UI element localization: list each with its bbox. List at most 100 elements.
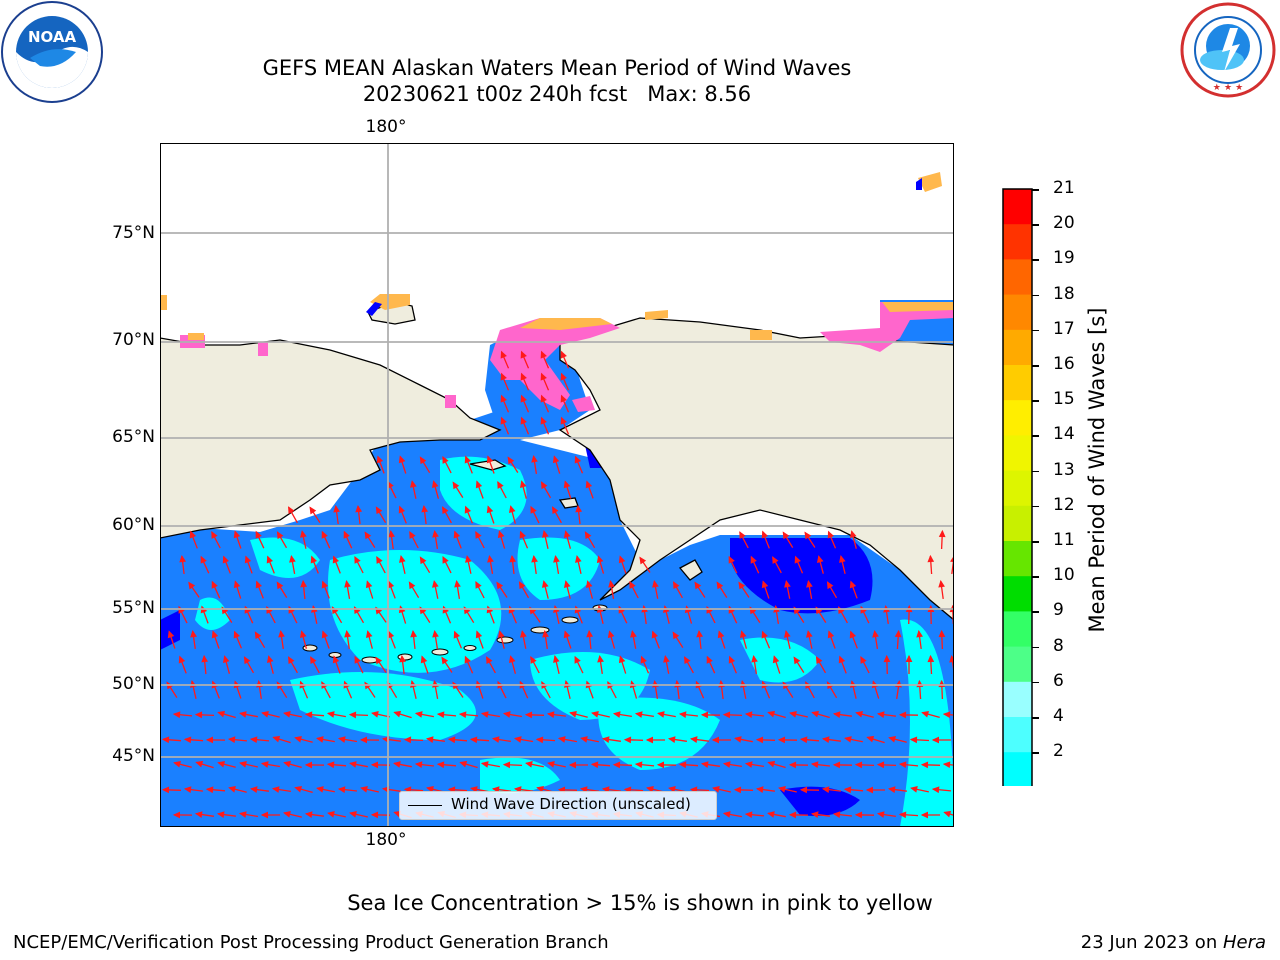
wind-wave-arrowhead [888, 735, 896, 743]
wind-wave-arrowhead [777, 736, 786, 744]
wind-wave-arrowhead [597, 654, 604, 663]
wind-wave-arrowhead [585, 480, 593, 489]
wind-wave-arrowhead [541, 580, 549, 588]
wind-wave-arrowhead [337, 736, 346, 743]
colorbar-band [1003, 541, 1032, 577]
wind-wave-arrowhead [172, 711, 181, 719]
wind-wave-arrowhead [475, 630, 483, 639]
wind-wave-arrowhead [348, 711, 357, 719]
wind-wave-arrowhead [585, 580, 593, 588]
wind-wave-arrowhead [520, 394, 527, 403]
latitude-label-50n: 50°N [112, 674, 155, 694]
footer-date-text: 23 Jun 2023 on [1080, 932, 1223, 953]
colorbar-band [1003, 329, 1032, 366]
colorbar-tick-mark [1032, 576, 1039, 578]
wind-wave-arrowhead [375, 656, 383, 665]
colorbar-tick-label: 2 [1053, 741, 1064, 762]
wind-wave-arrowhead [271, 786, 280, 793]
wind-wave-arrowhead [249, 786, 258, 793]
wind-wave-arrowhead [832, 761, 841, 769]
colorbar-tick-label: 10 [1053, 565, 1075, 586]
wind-wave-arrowhead [596, 555, 604, 564]
wind-wave-arrowhead [260, 811, 268, 819]
wind-wave-arrowhead [843, 786, 852, 794]
wind-wave-arrowhead [580, 736, 588, 743]
wind-wave-arrowhead [326, 711, 335, 718]
wind-wave-arrowhead [601, 736, 610, 743]
wind-wave-arrowhead [816, 555, 824, 563]
wind-wave-arrowhead [855, 710, 863, 718]
wind-wave-arrowhead [376, 555, 383, 564]
wind-wave-arrowhead [432, 629, 439, 638]
wind-wave-arrowhead [211, 580, 218, 589]
wind-wave-arrowhead [233, 630, 241, 639]
wind-wave-arrowhead [815, 656, 823, 665]
wind-wave-arrowhead [657, 711, 665, 718]
wind-wave-arrowhead [634, 711, 643, 718]
wind-wave-arrowhead [480, 761, 489, 768]
wind-wave-arrowhead [569, 710, 577, 718]
colorbar-tick-mark [1032, 611, 1039, 613]
wind-wave-arrowhead [216, 811, 225, 818]
sea-ice-note: Sea Ice Concentration > 15% is shown in … [347, 891, 933, 915]
wind-wave-arrowhead [464, 455, 472, 464]
wind-wave-arrowhead [344, 579, 351, 588]
wind-wave-arrowhead [304, 711, 313, 719]
wind-wave-arrowhead [360, 786, 368, 793]
wind-wave-arrowhead [717, 630, 725, 639]
wind-wave-arrowhead [673, 581, 680, 590]
wind-wave-arrowhead [195, 760, 204, 768]
wind-wave-arrowhead [239, 711, 247, 718]
wind-wave-arrowhead [838, 655, 846, 664]
wind-wave-arrowhead [326, 761, 335, 769]
wind-wave-arrowhead [722, 711, 731, 719]
wind-wave-arrowhead [560, 350, 567, 359]
wind-wave-arrowhead [645, 736, 653, 744]
colorbar-label: Mean Period of Wind Waves [s] [1085, 307, 1109, 633]
wind-wave-arrowhead [586, 629, 594, 638]
wind-wave-arrowhead [531, 454, 538, 463]
wind-wave-arrowhead [272, 735, 281, 743]
wind-wave-arrowhead [500, 350, 507, 359]
chart-subtitle: 20230621 t00z 240h fcst Max: 8.56 [362, 82, 752, 106]
longitude-label-top: 180° [365, 117, 407, 137]
wind-wave-arrowhead [943, 810, 952, 818]
colorbar-outline [1002, 188, 1033, 786]
wind-wave-arrowhead [500, 394, 507, 403]
wind-wave-arrowhead [530, 655, 537, 664]
wind-wave-arrowhead [486, 656, 493, 665]
wind-wave-arrowhead [375, 506, 383, 515]
wind-wave-arrows [161, 350, 954, 819]
wind-wave-arrowhead [359, 736, 367, 744]
wind-wave-arrowhead [630, 630, 637, 638]
wind-wave-arrowhead [540, 350, 547, 359]
wind-wave-arrowhead [509, 554, 517, 563]
latitude-label-45n: 45°N [112, 746, 155, 766]
wind-wave-arrowhead [854, 811, 863, 819]
wind-wave-arrowhead [376, 455, 384, 464]
wind-wave-arrowhead [739, 531, 746, 539]
legend-label: Wind Wave Direction (unscaled) [451, 795, 691, 813]
wind-wave-arrowhead [761, 630, 768, 639]
colorbar-band [1003, 470, 1032, 507]
wind-wave-arrowhead [804, 531, 812, 540]
wind-wave-arrowhead [238, 811, 247, 818]
wind-wave-arrowhead [652, 580, 659, 588]
wind-wave-arrowhead [475, 530, 482, 539]
wind-wave-arrowhead [254, 631, 262, 640]
wind-wave-arrowhead [898, 811, 907, 819]
wind-wave-arrowhead [700, 761, 709, 768]
wind-wave-arrowhead [480, 711, 489, 718]
wind-wave-arrowhead [574, 655, 581, 664]
wind-wave-arrowhead [542, 629, 549, 638]
wind-wave-arrowhead [700, 711, 709, 719]
wind-wave-arrowhead [663, 655, 670, 663]
latitude-label-60n: 60°N [112, 515, 155, 535]
wind-wave-arrowhead [591, 711, 599, 718]
wind-wave-arrowhead [261, 711, 269, 718]
wind-wave-arrowhead [239, 761, 247, 768]
wind-wave-arrowhead [563, 580, 571, 588]
map-legend: Wind Wave Direction (unscaled) [399, 791, 717, 820]
wind-wave-arrowhead [560, 416, 567, 425]
wind-wave-arrowhead [772, 556, 779, 564]
